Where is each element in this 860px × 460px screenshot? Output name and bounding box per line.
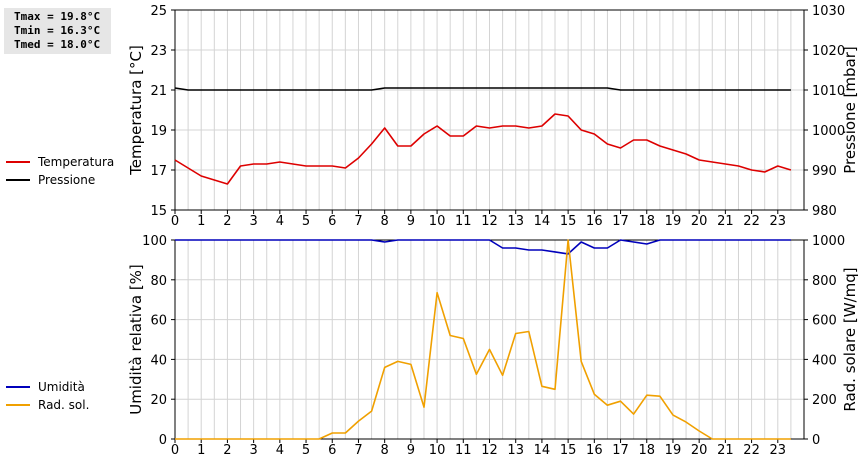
chart-0-x-tick-label: 20 bbox=[691, 214, 708, 229]
chart-0-x-tick-label: 0 bbox=[171, 214, 179, 229]
chart-1-x-tick-label: 17 bbox=[612, 443, 629, 458]
chart-0-y2-tick-label: 1000 bbox=[812, 124, 845, 139]
chart-1-x-tick-label: 21 bbox=[717, 443, 734, 458]
chart-0-x-tick-label: 14 bbox=[534, 214, 551, 229]
chart-1-x-tick-label: 16 bbox=[586, 443, 603, 458]
chart-0-legend-label-1: Pressione bbox=[38, 173, 95, 187]
chart-1-x-tick-label: 9 bbox=[407, 443, 415, 458]
chart-0-x-tick-label: 8 bbox=[381, 214, 389, 229]
chart-1-x-tick-label: 20 bbox=[691, 443, 708, 458]
chart-0-series-line-1 bbox=[174, 87, 791, 91]
chart-0-y-tick-label: 17 bbox=[150, 164, 167, 179]
chart-1-y-axis-title: Umidità relativa [%] bbox=[127, 264, 145, 415]
chart-1-y2-tick-label: 400 bbox=[812, 353, 837, 368]
chart-0-x-tick-label: 11 bbox=[455, 214, 472, 229]
chart-1-y-tick-label: 100 bbox=[142, 234, 167, 249]
chart-1-x-tick-label: 4 bbox=[276, 443, 284, 458]
chart-1-y-tick-label: 0 bbox=[159, 433, 167, 448]
chart-1-x-tick-label: 6 bbox=[328, 443, 336, 458]
chart-1-x-tick-label: 14 bbox=[534, 443, 551, 458]
chart-1-x-tick-label: 13 bbox=[507, 443, 524, 458]
chart-1-x-tick-label: 15 bbox=[560, 443, 577, 458]
chart-1-y2-tick-label: 600 bbox=[812, 314, 837, 329]
chart-1-series-line-0 bbox=[175, 239, 791, 255]
chart-0-x-tick-label: 3 bbox=[249, 214, 257, 229]
chart-1-y-tick-label: 60 bbox=[150, 314, 167, 329]
chart-0-x-tick-label: 21 bbox=[717, 214, 734, 229]
chart-1-x-tick-label: 0 bbox=[171, 443, 179, 458]
chart-0-x-tick-label: 16 bbox=[586, 214, 603, 229]
chart-0-x-tick-label: 4 bbox=[276, 214, 284, 229]
chart-0-x-tick-label: 9 bbox=[407, 214, 415, 229]
chart-0-y2-tick-label: 980 bbox=[812, 204, 837, 219]
chart-1-x-tick-label: 23 bbox=[770, 443, 787, 458]
chart-0-x-tick-label: 19 bbox=[665, 214, 682, 229]
chart-0-x-tick-label: 22 bbox=[743, 214, 760, 229]
chart-1-x-tick-label: 1 bbox=[197, 443, 205, 458]
chart-0-x-tick-label: 18 bbox=[638, 214, 655, 229]
tmax-text: Tmax = 19.8°C bbox=[14, 10, 101, 23]
chart-0-y-tick-label: 23 bbox=[150, 44, 167, 59]
tmin-text: Tmin = 16.3°C bbox=[14, 24, 101, 37]
chart-0-x-tick-label: 2 bbox=[223, 214, 231, 229]
chart-1-y-tick-label: 40 bbox=[150, 353, 167, 368]
chart-0-x-tick-label: 23 bbox=[770, 214, 787, 229]
chart-1-y2-tick-label: 1000 bbox=[812, 234, 845, 249]
chart-1-series-line-1 bbox=[175, 239, 791, 440]
chart-1-x-tick-label: 2 bbox=[223, 443, 231, 458]
chart-1-y2-axis-title: Rad. solare [W/mq] bbox=[841, 267, 859, 411]
chart-0-y2-tick-label: 1010 bbox=[812, 84, 845, 99]
chart-1-x-tick-label: 8 bbox=[381, 443, 389, 458]
chart-0-y-tick-label: 21 bbox=[150, 84, 167, 99]
chart-1-x-tick-label: 3 bbox=[249, 443, 257, 458]
chart-0-x-tick-label: 13 bbox=[507, 214, 524, 229]
chart-0-legend-label-0: Temperatura bbox=[37, 155, 114, 169]
chart-0-x-tick-label: 15 bbox=[560, 214, 577, 229]
chart-1-x-tick-label: 18 bbox=[638, 443, 655, 458]
chart-1-y2-tick-label: 800 bbox=[812, 274, 837, 289]
chart-1-y-tick-label: 80 bbox=[150, 274, 167, 289]
chart-0-x-tick-label: 5 bbox=[302, 214, 310, 229]
chart-1-x-tick-label: 10 bbox=[429, 443, 446, 458]
chart-1-legend-label-0: Umidità bbox=[38, 380, 85, 394]
chart-0-x-tick-label: 1 bbox=[197, 214, 205, 229]
chart-0-y-tick-label: 25 bbox=[150, 4, 167, 19]
chart-0-y-axis-title: Temperatura [°C] bbox=[127, 45, 145, 176]
chart-1-x-tick-label: 5 bbox=[302, 443, 310, 458]
chart-1-y2-tick-label: 200 bbox=[812, 393, 837, 408]
chart-1-x-tick-label: 7 bbox=[354, 443, 362, 458]
stats-box: Tmax = 19.8°C Tmin = 16.3°C Tmed = 18.0°… bbox=[4, 8, 111, 54]
chart-0-series-line-0 bbox=[174, 113, 792, 185]
chart-1-y2-tick-label: 0 bbox=[812, 433, 820, 448]
chart-0-y-tick-label: 19 bbox=[150, 124, 167, 139]
chart-1-x-tick-label: 19 bbox=[665, 443, 682, 458]
chart-0-x-tick-label: 6 bbox=[328, 214, 336, 229]
chart-0-y2-axis-title: Pressione [mbar] bbox=[841, 46, 859, 174]
chart-0-x-tick-label: 12 bbox=[481, 214, 498, 229]
chart-1-legend-label-1: Rad. sol. bbox=[38, 398, 89, 412]
chart-0-y2-tick-label: 1030 bbox=[812, 4, 845, 19]
chart-0-x-tick-label: 10 bbox=[429, 214, 446, 229]
chart-1-y-tick-label: 20 bbox=[150, 393, 167, 408]
chart-0-y-tick-label: 15 bbox=[150, 204, 167, 219]
chart-1-x-tick-label: 22 bbox=[743, 443, 760, 458]
chart-1-x-tick-label: 12 bbox=[481, 443, 498, 458]
chart-0-y2-tick-label: 990 bbox=[812, 164, 837, 179]
chart-1-x-tick-label: 11 bbox=[455, 443, 472, 458]
chart-0-y2-tick-label: 1020 bbox=[812, 44, 845, 59]
chart-0-x-tick-label: 7 bbox=[354, 214, 362, 229]
chart-0-x-tick-label: 17 bbox=[612, 214, 629, 229]
tmed-text: Tmed = 18.0°C bbox=[14, 38, 101, 51]
